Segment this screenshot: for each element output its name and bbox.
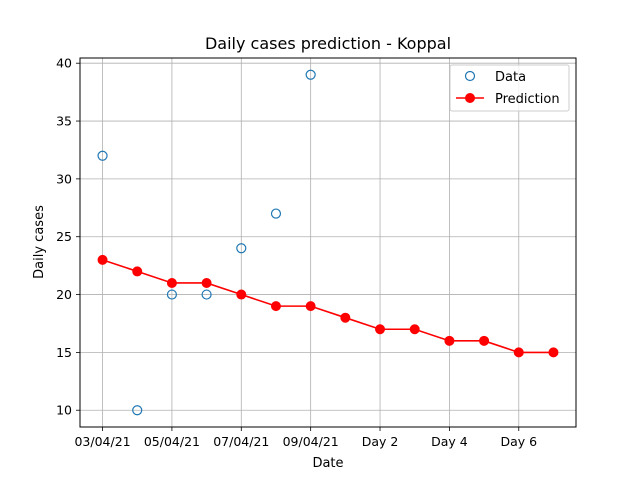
plot-frame	[79, 57, 577, 428]
x-tick-label: 07/04/21	[213, 434, 269, 449]
prediction-point	[444, 335, 455, 346]
legend-label-data: Data	[495, 70, 526, 85]
data-point	[201, 289, 212, 300]
x-tick-label: Day 2	[362, 434, 399, 449]
prediction-point	[479, 335, 490, 346]
legend-box	[449, 64, 570, 112]
x-tick-label: 03/04/21	[74, 434, 130, 449]
prediction-point	[270, 301, 281, 312]
grid	[80, 58, 576, 427]
data-point	[236, 243, 247, 254]
prediction-point	[201, 277, 212, 288]
chart-title: Daily cases prediction - Koppal	[205, 34, 451, 53]
x-tick-label: Day 4	[431, 434, 468, 449]
prediction-point	[375, 324, 386, 335]
y-tick-label: 10	[56, 403, 72, 418]
y-tick-label: 40	[56, 56, 72, 71]
series-layer	[97, 69, 559, 416]
data-point	[97, 150, 108, 161]
legend-label-prediction: Prediction	[495, 92, 560, 107]
x-axis-label: Date	[312, 456, 343, 471]
y-tick-label: 20	[56, 287, 72, 302]
prediction-point	[409, 324, 420, 335]
y-axis-label: Daily cases	[32, 205, 47, 279]
data-point	[270, 208, 282, 219]
y-tick-label: 30	[56, 171, 72, 186]
data-point	[166, 289, 178, 300]
legend-data-marker	[464, 70, 476, 82]
data-point	[132, 405, 143, 416]
prediction-point	[236, 289, 247, 300]
x-axis-ticks: 03/04/21 05/04/21 07/04/21 09/04/21 Day 2 Day…	[74, 427, 537, 449]
x-tick-label: 09/04/21	[283, 434, 339, 449]
x-tick-label: 05/04/21	[144, 434, 200, 449]
prediction-point	[340, 312, 351, 323]
prediction-point	[166, 277, 177, 288]
prediction-point	[97, 254, 108, 265]
prediction-point	[132, 266, 143, 277]
y-tick-label: 25	[56, 229, 72, 244]
legend: Data Prediction	[449, 64, 570, 112]
prediction-point	[513, 347, 524, 358]
data-point	[305, 69, 316, 80]
y-axis-ticks: 10 15 20 25 30 35 40	[56, 56, 80, 418]
y-tick-label: 15	[56, 345, 72, 360]
prediction-line	[102, 259, 554, 354]
y-tick-label: 35	[56, 114, 72, 129]
prediction-point	[548, 347, 559, 358]
legend-prediction-marker	[465, 93, 475, 103]
x-tick-label: Day 6	[500, 434, 537, 449]
prediction-point	[305, 301, 316, 312]
